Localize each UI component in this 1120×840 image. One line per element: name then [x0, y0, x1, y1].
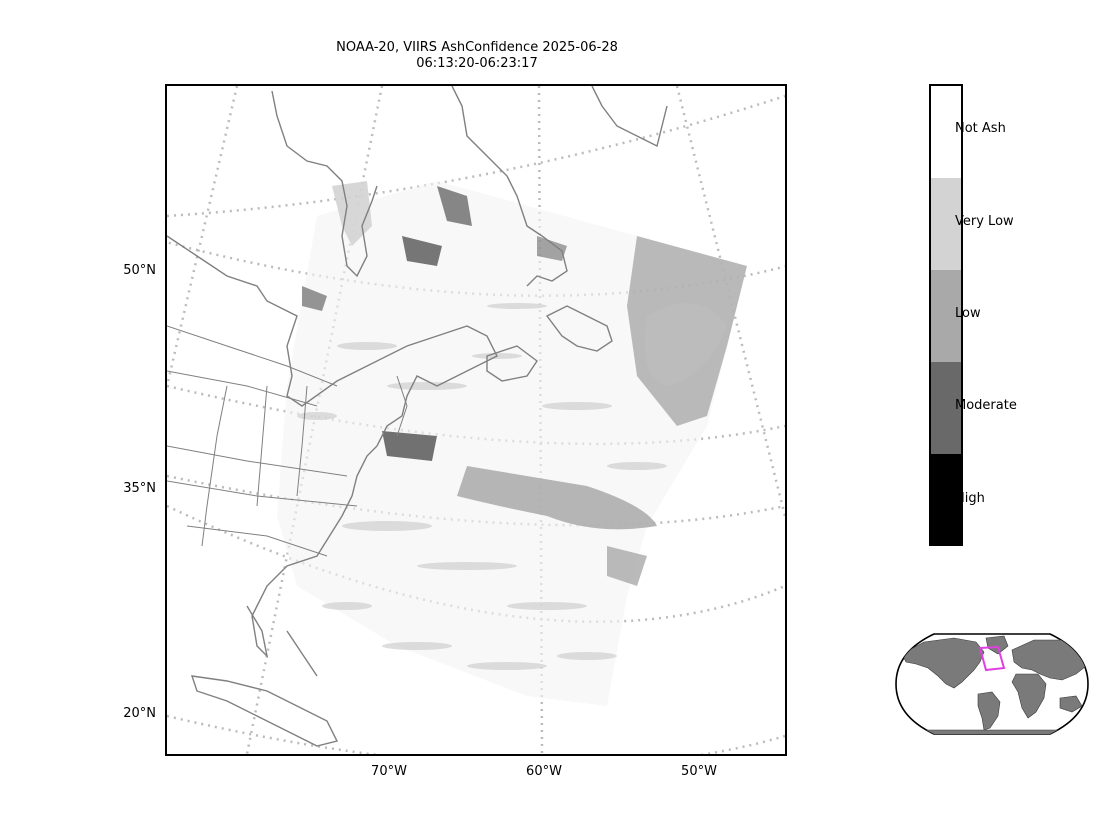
border-state-5	[201, 385, 228, 547]
ash-speckle	[297, 303, 667, 670]
ash-high-coast	[382, 431, 437, 461]
graticule-lat-60	[167, 94, 785, 218]
ash-colorbar	[929, 84, 963, 546]
state-borders	[167, 325, 408, 557]
inset-africa	[1011, 673, 1047, 719]
lon-label-60w: 60°W	[526, 764, 562, 779]
map-title-line1: NOAA-20, VIIRS AshConfidence 2025-06-28	[336, 40, 618, 55]
border-us-canada	[167, 325, 338, 387]
lat-label-35: 35°N	[123, 481, 156, 496]
colorbar-label-not-ash: Not Ash	[955, 121, 1006, 136]
inset-south-america	[977, 691, 1001, 731]
border-state-3	[167, 480, 358, 507]
colorbar-label-moderate: Moderate	[955, 398, 1017, 413]
coast-hudson-bay	[271, 90, 378, 278]
border-state-8	[396, 375, 408, 437]
inset-antarctica	[913, 729, 1071, 734]
lat-label-20: 20°N	[123, 706, 156, 721]
coast-newfoundland	[545, 305, 613, 352]
colorbar-segment-low	[931, 270, 961, 362]
colorbar-segment-very-low	[931, 178, 961, 270]
ash-swath	[277, 181, 747, 706]
ash-moderate-gulf	[537, 236, 567, 261]
inset-australia	[1059, 695, 1083, 713]
coast-greenland	[591, 86, 668, 148]
inset-land	[901, 635, 1087, 734]
inset-greenland	[985, 635, 1009, 655]
inset-north-america	[901, 637, 985, 689]
graticule-lat-20	[167, 714, 785, 754]
world-inset-map	[895, 633, 1089, 735]
ash-low-central	[457, 466, 657, 530]
coast-labrador	[451, 86, 568, 287]
graticule-lat-35	[167, 474, 785, 527]
map-title: NOAA-20, VIIRS AshConfidence 2025-06-28 …	[166, 40, 788, 72]
coast-cuba	[190, 675, 339, 747]
map-canvas	[167, 86, 785, 754]
map-title-line2: 06:13:20-06:23:17	[416, 56, 538, 71]
lon-label-70w: 70°W	[371, 764, 407, 779]
coast-nova-scotia	[486, 345, 538, 382]
border-state-4	[186, 525, 328, 557]
colorbar-label-very-low: Very Low	[955, 214, 1014, 229]
colorbar-segment-not-ash	[931, 86, 961, 178]
graticule-lat-40	[167, 384, 785, 446]
border-state-6	[256, 385, 268, 507]
colorbar-label-high: High	[955, 491, 985, 506]
ash-moderate-quebec	[302, 286, 327, 311]
graticule-lon-80	[167, 86, 239, 387]
colorbar-segment-moderate	[931, 362, 961, 454]
ash-swirl	[644, 303, 727, 386]
border-state-1	[167, 370, 318, 407]
border-state-7	[296, 385, 308, 497]
coastlines	[167, 86, 668, 747]
border-state-2	[167, 445, 348, 477]
lon-label-50w: 50°W	[681, 764, 717, 779]
colorbar-label-low: Low	[955, 306, 981, 321]
graticule-lat-30	[167, 504, 785, 623]
inset-highlight-box	[978, 645, 1006, 672]
ash-moderate-north	[437, 186, 472, 226]
coast-bahamas	[286, 630, 318, 677]
lat-label-50: 50°N	[123, 263, 156, 278]
ash-moderate-labrador	[402, 236, 442, 266]
main-map[interactable]	[165, 84, 787, 756]
ash-low-south	[607, 546, 647, 586]
colorbar-segment-high	[931, 454, 961, 544]
coast-east-us	[167, 235, 498, 659]
